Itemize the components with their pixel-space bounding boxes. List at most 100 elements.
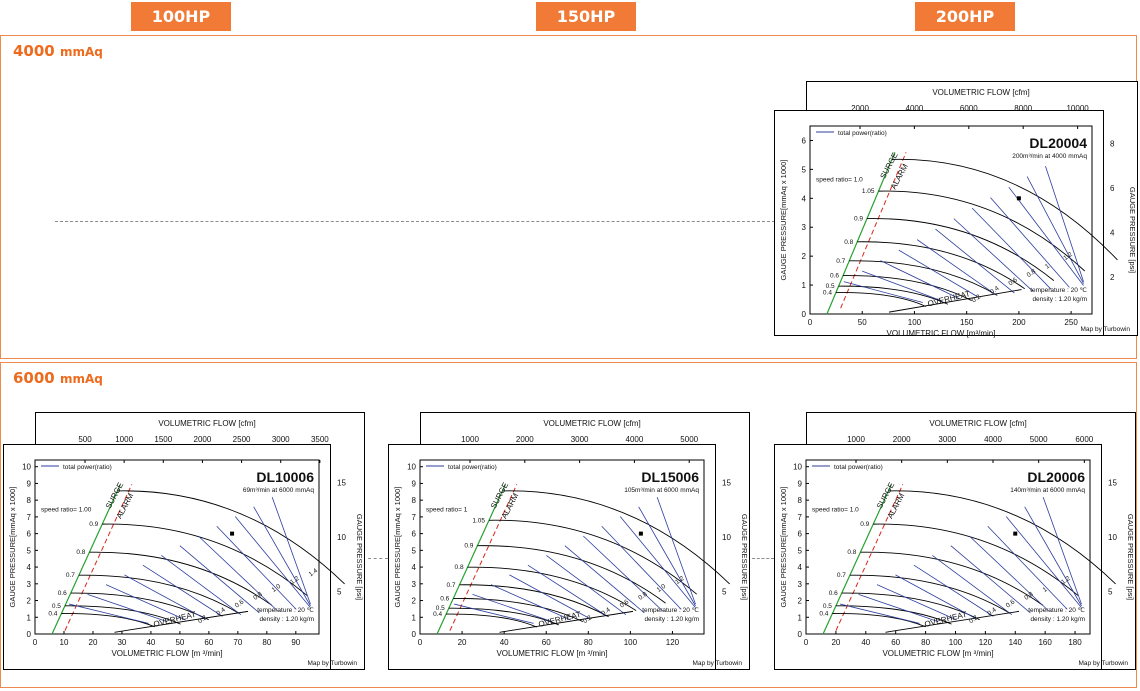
speed-ratio-label: 0.9 (89, 521, 98, 528)
top-tick-label: 4000 (626, 435, 644, 444)
power-line (253, 506, 311, 607)
speed-curve (835, 605, 952, 625)
x-tick-label: 0 (33, 638, 38, 647)
y2-tick-label: 2 (1110, 273, 1115, 282)
y-tick-label: 6 (27, 530, 32, 539)
power-ratio-label: 1 (1042, 586, 1049, 594)
speed-curve (467, 566, 637, 611)
speed-ratio-title: speed ratio= 1.00 (41, 506, 92, 513)
y-tick-label: 6 (798, 530, 803, 539)
x-tick-label: 70 (233, 638, 242, 647)
y-tick-label: 10 (407, 463, 416, 472)
power-ratio-label: 0.8 (637, 591, 649, 602)
section-unit: mmAq (59, 45, 103, 59)
x-axis-label: VOLUMETRIC FLOW [m ³/min] (111, 649, 222, 658)
y-tick-label: 2 (798, 597, 803, 606)
top-tick-label: 1500 (154, 435, 172, 444)
y-tick-label: 0 (412, 630, 417, 639)
x-tick-label: 200 (1012, 318, 1026, 327)
power-line (161, 555, 242, 615)
y-tick-label: 1 (802, 281, 807, 290)
power-line (271, 496, 311, 605)
plot-area (809, 125, 1093, 315)
model-title: DL20004 (1029, 135, 1087, 151)
speed-curve (117, 490, 345, 585)
top-tick-label: 8000 (1014, 104, 1032, 113)
top-tick-label: 10000 (1066, 104, 1089, 113)
power-line (932, 555, 1013, 615)
x-tick-label: 150 (960, 318, 974, 327)
y-tick-label: 3 (798, 580, 803, 589)
x-axis-label: VOLUMETRIC FLOW [m ³/min] (882, 649, 993, 658)
speed-ratio-title: speed ratio= 1.0 (812, 506, 859, 513)
chart-panel (388, 444, 716, 670)
speed-curve (838, 285, 949, 305)
chart-svg: VOLUMETRIC FLOW [cfm]500 1000 1500 2000 2500… (3, 412, 365, 670)
x-tick-label: 250 (1064, 318, 1078, 327)
top-tick-label: 5000 (1030, 435, 1048, 444)
top-tick-label: 3000 (938, 435, 956, 444)
plot-area (805, 459, 1091, 635)
x-tick-label: 40 (500, 638, 509, 647)
power-line (935, 228, 1015, 294)
y-tick-label: 3 (802, 223, 807, 232)
performance-map-dl20004: VOLUMETRIC FLOW [cfm] 2000 4000 6000 8000 100… (774, 78, 1140, 339)
x-tick-label: 160 (1038, 638, 1052, 647)
y2-tick-label: 15 (722, 478, 731, 487)
speed-ratio-title: speed ratio= 1.0 (816, 176, 863, 183)
condition-label: density : 1.20 kg/m (1032, 296, 1087, 303)
section-unit: mmAq (59, 372, 103, 386)
speed-curve (857, 241, 1025, 290)
y-tick-label: 4 (27, 563, 32, 572)
x-tick-label: 90 (291, 638, 300, 647)
power-line (916, 239, 997, 296)
x-tick-label: 0 (808, 318, 813, 327)
speed-ratio-label: 0.4 (819, 610, 828, 617)
speed-curve (446, 613, 537, 628)
power-line (124, 574, 205, 619)
power-line (546, 555, 627, 615)
y2-tick-label: 15 (1108, 478, 1117, 487)
top-tick-label: 4000 (906, 104, 924, 113)
performance-map-dl10006: VOLUMETRIC FLOW [cfm] 500 1000 1500 2000 2500… (3, 412, 368, 672)
speed-ratio-label: 0.7 (446, 582, 455, 589)
speed-ratio-label: 0.9 (854, 216, 863, 223)
power-line (68, 603, 149, 624)
x-tick-label: 120 (666, 638, 680, 647)
condition-label: temperature : 20 ℃ (642, 607, 699, 614)
power-line (472, 593, 553, 623)
top-tick-label: 6000 (1075, 435, 1093, 444)
y2-axis-label: GAUGE PRESSURE [psi] (740, 514, 749, 600)
chart-svg: VOLUMETRIC FLOW [cfm]2000 4000 6000 8000 100… (774, 81, 1138, 338)
y-tick-label: 8 (412, 496, 417, 505)
x-tick-label: 40 (146, 638, 155, 647)
power-ratio-label: 0.4 (986, 606, 998, 617)
power-line (913, 564, 994, 617)
x-tick-label: 100 (949, 638, 963, 647)
y2-tick-label: 5 (1108, 588, 1113, 597)
speed-ratio-label: 0.9 (464, 543, 473, 550)
power-line (453, 603, 534, 624)
power-line (1042, 496, 1082, 605)
x-tick-label: 40 (861, 638, 870, 647)
y-tick-label: 2 (412, 597, 417, 606)
y-tick-label: 9 (27, 479, 32, 488)
y-tick-label: 9 (412, 479, 417, 488)
y-axis-label: GAUGE PRESSURE[mmAq x 1000] (8, 487, 17, 608)
speed-ratio-label: 1.05 (862, 188, 875, 195)
power-ratio-label: 0.2 (197, 614, 209, 625)
speed-curve (448, 607, 560, 626)
power-ratio-label: 1.2 (1062, 251, 1074, 262)
surge-line (826, 152, 896, 315)
power-line (880, 260, 960, 300)
surge-line (51, 484, 121, 635)
power-ratio-label: 0.4 (989, 285, 1001, 296)
y2-tick-label: 5 (722, 588, 727, 597)
speed-curve (61, 613, 155, 628)
x-tick-label: 0 (804, 638, 809, 647)
speed-curve (102, 523, 308, 596)
power-line (843, 281, 923, 303)
speed-ratio-label: 0.6 (829, 590, 838, 597)
y-tick-label: 5 (802, 165, 807, 174)
top-tick-label: 1000 (461, 435, 479, 444)
